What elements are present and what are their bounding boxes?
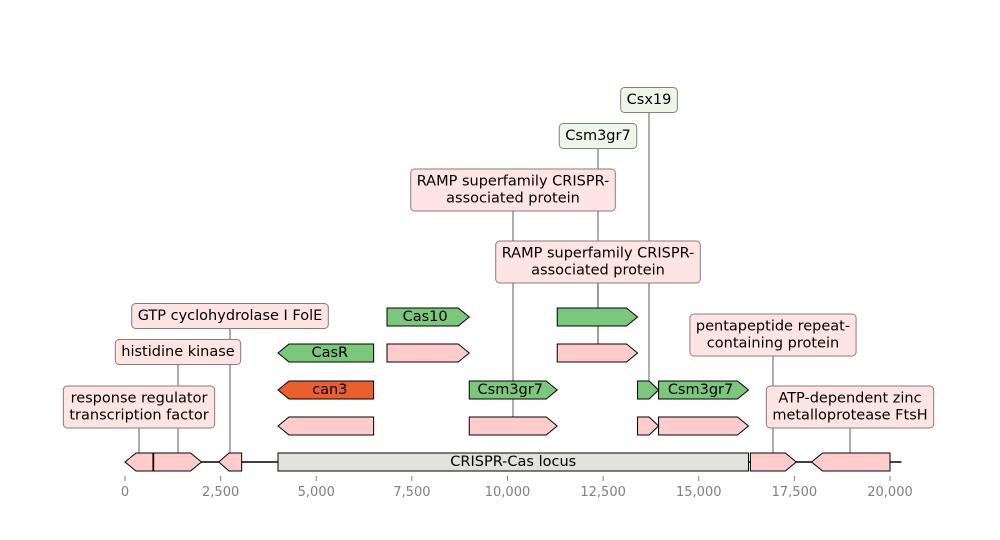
annotation-n4[interactable]: RAMP superfamily CRISPR-associated prote… — [410, 168, 616, 212]
gene-d1[interactable]: Cas10 — [386, 307, 471, 327]
gene-g2[interactable] — [153, 452, 203, 472]
gene-b2[interactable]: Csm3gr7 — [468, 380, 559, 400]
axis-tick-label: 10,000 — [485, 485, 531, 500]
gene-b1[interactable]: can3 — [277, 380, 375, 400]
gene-arrow — [277, 416, 375, 436]
axis-tick-label: 12,500 — [580, 485, 626, 500]
crispr-cas-locus: CRISPR-Cas locus — [277, 452, 749, 472]
axis-tick-label: 2,500 — [202, 485, 239, 500]
gene-arrow — [658, 380, 750, 400]
annotation-text: response regulator — [71, 391, 208, 407]
gene-c3[interactable] — [556, 343, 639, 363]
gene-b3[interactable] — [637, 380, 660, 400]
axis-tick-label: 17,500 — [772, 485, 818, 500]
annotation-text: RAMP superfamily CRISPR- — [417, 174, 610, 190]
leader-lines — [138, 100, 851, 462]
axis-tick-label: 0 — [121, 485, 129, 500]
annotation-box — [689, 313, 857, 357]
annotation-n7[interactable]: Csx19 — [620, 87, 678, 113]
gene-a4[interactable] — [658, 416, 750, 436]
gene-arrow — [637, 416, 660, 436]
annotation-text: associated protein — [446, 191, 580, 207]
annotation-box — [495, 240, 701, 284]
gene-arrow — [124, 452, 154, 472]
gene-label: Cas10 — [403, 309, 448, 325]
gene-g1[interactable] — [124, 452, 154, 472]
annotation-box — [765, 385, 935, 429]
gene-arrow — [386, 307, 471, 327]
gene-arrow — [217, 452, 243, 472]
annotation-text: Csx19 — [627, 92, 672, 108]
gene-arrow — [556, 343, 639, 363]
gene-g4[interactable] — [749, 452, 798, 472]
annotation-text: containing protein — [707, 336, 839, 352]
gene-c1[interactable]: CasR — [277, 343, 375, 363]
crispr-cas-locus-box — [277, 452, 749, 472]
gene-a3[interactable] — [637, 416, 660, 436]
axis-tick-label: 20,000 — [867, 485, 913, 500]
annotation-n6[interactable]: RAMP superfamily CRISPR-associated prote… — [495, 240, 701, 284]
annotation-text: pentapeptide repeat- — [696, 319, 850, 335]
annotation-text: Csm3gr7 — [565, 128, 630, 144]
annotation-text: associated protein — [531, 263, 665, 279]
gene-label: CasR — [311, 345, 348, 361]
crispr-cas-locus-label: CRISPR-Cas locus — [450, 454, 576, 470]
gene-arrow — [468, 416, 559, 436]
gene-a2[interactable] — [468, 416, 559, 436]
annotation-text: RAMP superfamily CRISPR- — [502, 246, 695, 262]
gene-arrow — [468, 380, 559, 400]
annotation-box — [131, 303, 329, 329]
annotation-n3[interactable]: GTP cyclohydrolase I FolE — [131, 303, 329, 329]
annotation-box — [558, 123, 638, 149]
annotation-n5[interactable]: Csm3gr7 — [558, 123, 638, 149]
gene-label: Csm3gr7 — [478, 382, 543, 398]
gene-arrow — [277, 343, 375, 363]
gene-arrow — [658, 416, 750, 436]
axis-tick-label: 7,500 — [393, 485, 430, 500]
annotation-text: transcription factor — [69, 408, 208, 424]
annotation-box — [620, 87, 678, 113]
axis-tick-label: 15,000 — [676, 485, 722, 500]
gene-arrow — [637, 380, 660, 400]
annotation-n8[interactable]: pentapeptide repeat-containing protein — [689, 313, 857, 357]
gene-arrow — [277, 380, 375, 400]
gene-label: can3 — [312, 382, 347, 398]
gene-a1[interactable] — [277, 416, 375, 436]
annotation-text: ATP-dependent zinc — [778, 391, 921, 407]
annotation-box — [410, 168, 616, 212]
annotation-text: metalloprotease FtsH — [772, 408, 927, 424]
axis-tick-label: 5,000 — [298, 485, 335, 500]
gene-arrow — [556, 307, 639, 327]
gene-arrow — [386, 343, 471, 363]
gene-c2[interactable] — [386, 343, 471, 363]
gene-label: Csm3gr7 — [668, 382, 733, 398]
gene-d2[interactable] — [556, 307, 639, 327]
gene-arrow — [749, 452, 798, 472]
annotation-text: GTP cyclohydrolase I FolE — [138, 308, 323, 324]
annotation-text: histidine kinase — [121, 344, 234, 360]
annotation-box — [62, 385, 216, 429]
gene-b4[interactable]: Csm3gr7 — [658, 380, 750, 400]
annotation-n2[interactable]: histidine kinase — [114, 339, 242, 365]
gene-arrow — [153, 452, 203, 472]
x-axis: 0 2,500 5,000 7,500 10,000 12,500 15,000 17,500… — [121, 476, 913, 500]
annotation-box — [114, 339, 242, 365]
gene-arrow — [810, 452, 891, 472]
gene-g3[interactable] — [217, 452, 243, 472]
gene-g5[interactable] — [810, 452, 891, 472]
gene-arrows: can3 Csm3gr7 Csm3gr7 CasR Cas10 — [124, 307, 891, 472]
